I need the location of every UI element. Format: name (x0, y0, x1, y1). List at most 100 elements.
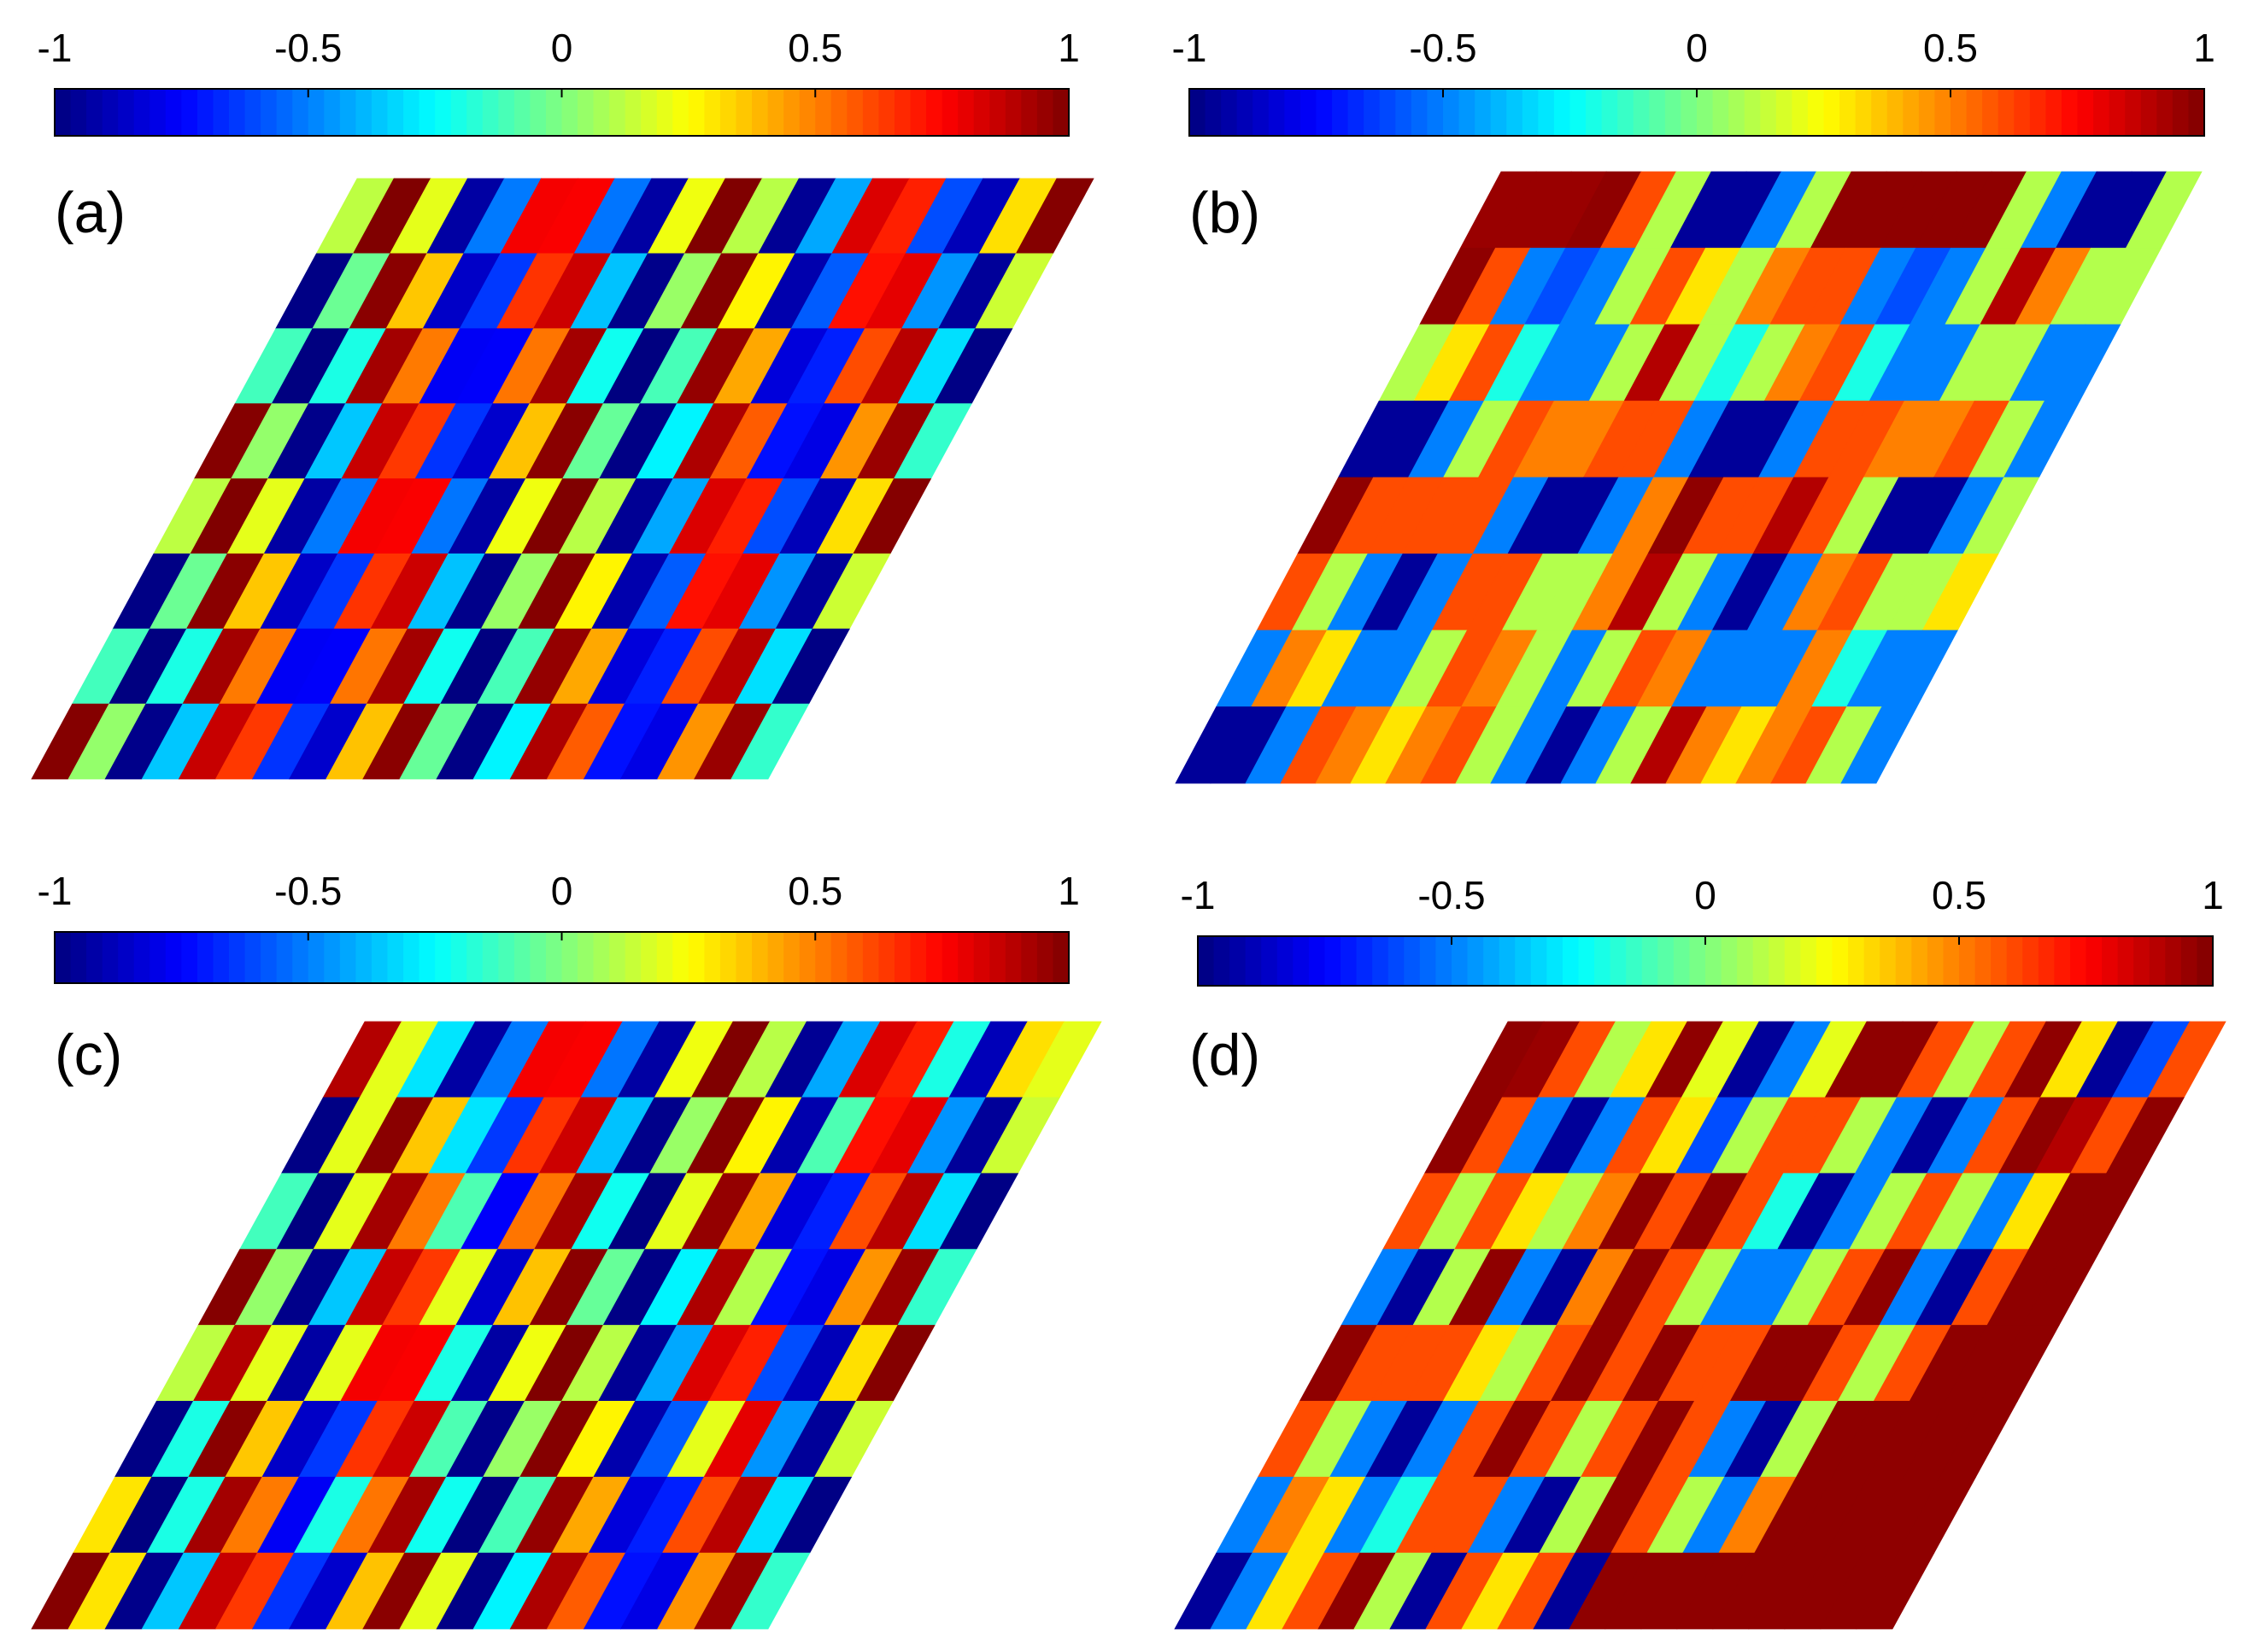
colorbar-step (1276, 936, 1294, 986)
colorbar-step (767, 932, 784, 983)
colorbar-tick-label: -0.5 (1409, 26, 1476, 70)
colorbar-tick-label: 0.5 (788, 869, 842, 913)
colorbar-step (2038, 936, 2055, 986)
colorbar-step (2156, 89, 2174, 136)
colorbar-step (1475, 89, 1492, 136)
colorbar-step (704, 932, 721, 983)
colorbar-step (847, 89, 864, 136)
colorbar-step (1404, 936, 1421, 986)
colorbar-step (150, 89, 167, 136)
colorbar-step (1347, 89, 1364, 136)
colorbar-tick-label: 1 (2202, 873, 2224, 917)
colorbar-step (530, 89, 547, 136)
colorbar-step (799, 89, 816, 136)
colorbar-step (1728, 89, 1745, 136)
colorbar-step (672, 932, 689, 983)
colorbar-step (1316, 89, 1333, 136)
colorbar-step (783, 932, 801, 983)
colorbar-step (958, 89, 975, 136)
colorbar-step (973, 932, 990, 983)
colorbar-step (942, 89, 959, 136)
colorbar-step (1546, 936, 1563, 986)
colorbar-step (1641, 936, 1658, 986)
colorbar-step (324, 932, 341, 983)
colorbar-step (1236, 89, 1253, 136)
colorbar-step (1839, 89, 1857, 136)
colorbar-step (1951, 89, 1968, 136)
colorbar-step (118, 89, 135, 136)
colorbar-step (641, 89, 658, 136)
colorbar-step (1395, 89, 1412, 136)
colorbar-step (1427, 89, 1444, 136)
colorbar-step (1903, 89, 1920, 136)
panel: -1 -0.5 0 0.5 1 (a) (31, 26, 1094, 780)
colorbar-step (181, 89, 198, 136)
lattice-cell (1840, 706, 1918, 784)
colorbar-tick-label: 0 (551, 869, 573, 913)
colorbar-step (435, 932, 452, 983)
colorbar-step (593, 932, 610, 983)
colorbar-step (1379, 89, 1396, 136)
colorbar-step (1712, 89, 1729, 136)
colorbar-step (1530, 936, 1547, 986)
colorbar-step (2086, 936, 2103, 986)
colorbar-step (910, 932, 927, 983)
colorbar-tick-label: -1 (38, 869, 73, 913)
colorbar-step (55, 932, 72, 983)
colorbar-step (1586, 89, 1603, 136)
colorbar-tick-label: 0 (551, 26, 573, 70)
colorbar-step (1823, 89, 1840, 136)
colorbar-step (1934, 89, 1951, 136)
colorbar-step (1784, 936, 1801, 986)
colorbar-tick-label: 0.5 (1923, 26, 1978, 70)
colorbar-step (561, 89, 578, 136)
colorbar-step (86, 89, 103, 136)
colorbar-step (86, 932, 103, 983)
lattice-cell (730, 1552, 811, 1630)
colorbar-step (656, 89, 673, 136)
colorbar-step (1340, 936, 1358, 986)
colorbar-step (276, 932, 293, 983)
colorbar-step (1633, 89, 1650, 136)
colorbar-step (244, 932, 261, 983)
colorbar-step (1499, 936, 1516, 986)
colorbar-step (1895, 936, 1912, 986)
colorbar-step (213, 89, 230, 136)
colorbar-step (355, 932, 373, 983)
colorbar-step (593, 89, 610, 136)
colorbar-step (1848, 936, 1865, 986)
colorbar-step (926, 932, 943, 983)
colorbar-step (1198, 936, 1215, 986)
lattice-cell (730, 703, 810, 780)
colorbar-step (371, 932, 389, 983)
colorbar-step (2061, 89, 2079, 136)
colorbar-step (752, 89, 769, 136)
colorbar-step (2077, 89, 2094, 136)
colorbar-step (878, 932, 895, 983)
colorbar-step (292, 89, 309, 136)
colorbar-step (609, 89, 626, 136)
colorbar-step (261, 932, 278, 983)
colorbar-step (213, 932, 230, 983)
colorbar-step (1816, 936, 1833, 986)
colorbar-step (609, 932, 626, 983)
colorbar-step (736, 932, 753, 983)
colorbar-step (942, 932, 959, 983)
colorbar-step (545, 89, 563, 136)
colorbar-step (989, 932, 1006, 983)
colorbar-step (165, 89, 182, 136)
colorbar-step (1974, 936, 1992, 986)
colorbar-step (403, 89, 420, 136)
colorbar-step (1943, 936, 1960, 986)
colorbar-step (70, 89, 87, 136)
colorbar-step (133, 89, 150, 136)
colorbar-step (1268, 89, 1285, 136)
panel: -1 -0.5 0 0.5 1 (c) (31, 869, 1102, 1630)
colorbar-step (2006, 936, 2023, 986)
colorbar-step (1005, 932, 1022, 983)
colorbar-step (1562, 936, 1580, 986)
colorbar-step (1800, 936, 1817, 986)
colorbar-tick-label: 1 (1058, 869, 1080, 913)
colorbar-step (513, 932, 531, 983)
colorbar-step (656, 932, 673, 983)
